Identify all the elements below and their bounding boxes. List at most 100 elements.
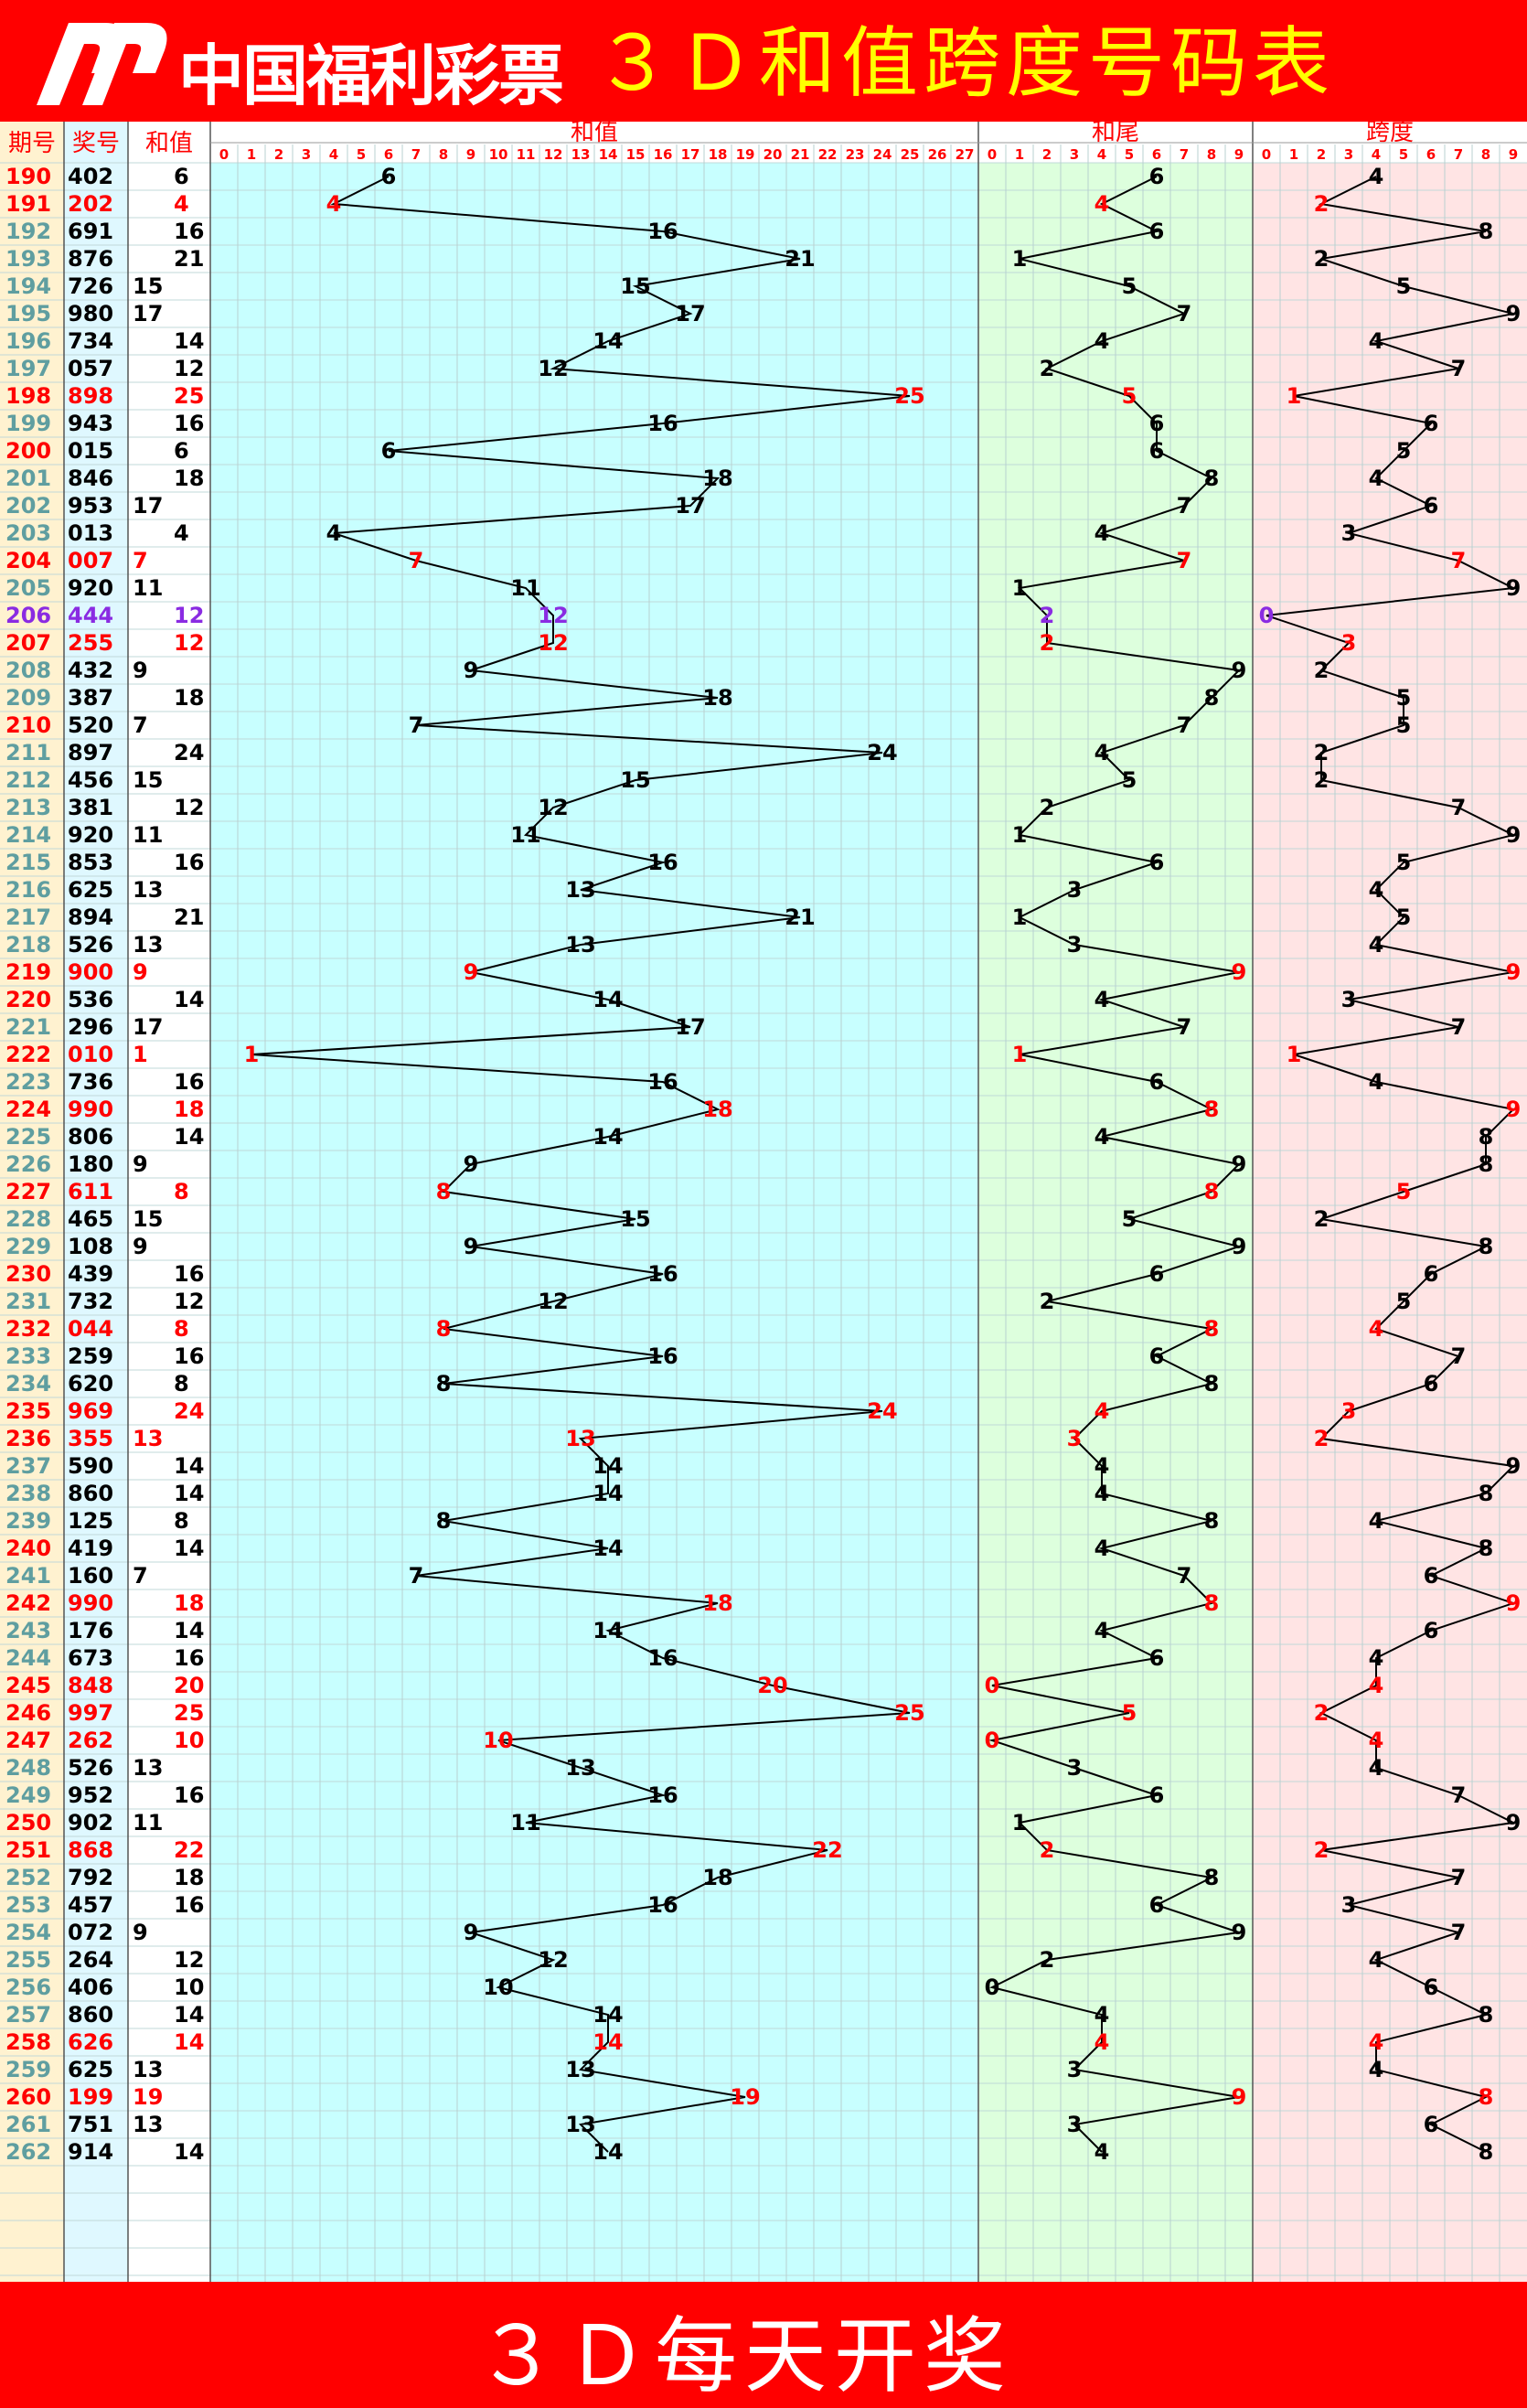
issue-cell: 232 — [5, 1316, 51, 1342]
number-cell: 894 — [68, 904, 113, 930]
tail-point: 6 — [1149, 1343, 1165, 1369]
sum-point: 16 — [647, 1782, 678, 1808]
issue-cell: 197 — [5, 356, 51, 381]
tail-point: 7 — [1177, 301, 1192, 326]
span-point: 0 — [1259, 603, 1275, 628]
tail-point: 2 — [1040, 630, 1055, 656]
sum-point: 9 — [464, 1920, 479, 1945]
span-point: 1 — [1287, 1042, 1302, 1067]
sum-cell: 22 — [174, 1837, 204, 1863]
tick-label-2: 5 — [1399, 146, 1408, 163]
sum-cell: 16 — [174, 219, 204, 244]
sum-point: 14 — [593, 328, 623, 354]
tail-point: 4 — [1095, 2029, 1110, 2055]
tail-point: 5 — [1122, 383, 1137, 409]
issue-cell: 193 — [5, 246, 51, 272]
sum-point: 16 — [647, 1261, 678, 1287]
sum-cell: 16 — [174, 1069, 204, 1095]
sum-point: 24 — [867, 740, 897, 765]
tick-label-0: 18 — [709, 146, 728, 163]
issue-cell: 262 — [5, 2139, 51, 2165]
issue-cell: 210 — [5, 712, 51, 738]
tail-point: 4 — [1095, 1481, 1110, 1506]
sum-cell: 4 — [174, 520, 189, 546]
number-cell: 057 — [68, 356, 113, 381]
sum-cell: 9 — [133, 1234, 148, 1259]
issue-cell: 219 — [5, 959, 51, 985]
issue-cell: 216 — [5, 877, 51, 903]
issue-cell: 260 — [5, 2084, 51, 2110]
span-point: 8 — [1479, 1124, 1494, 1150]
sum-cell: 14 — [174, 1618, 204, 1643]
sum-cell: 7 — [133, 548, 148, 573]
span-point: 4 — [1369, 328, 1384, 354]
number-cell: 611 — [68, 1179, 113, 1204]
issue-cell: 238 — [5, 1481, 51, 1506]
span-point: 9 — [1506, 301, 1522, 326]
span-point: 9 — [1506, 959, 1522, 985]
tail-point: 5 — [1122, 1700, 1137, 1726]
tick-label-0: 12 — [544, 146, 563, 163]
sum-point: 12 — [538, 1289, 568, 1314]
issue-cell: 218 — [5, 932, 51, 958]
span-point: 2 — [1314, 246, 1329, 272]
sum-point: 19 — [730, 2084, 760, 2110]
lottery-logo-icon — [37, 23, 167, 105]
sum-cell: 14 — [174, 1536, 204, 1561]
tick-label-0: 20 — [764, 146, 783, 163]
issue-cell: 205 — [5, 575, 51, 601]
number-cell: 952 — [68, 1782, 113, 1808]
number-cell: 625 — [68, 2057, 113, 2082]
issue-cell: 241 — [5, 1563, 51, 1589]
tail-point: 3 — [1067, 2112, 1083, 2137]
tick-label-0: 17 — [681, 146, 700, 163]
tail-point: 3 — [1067, 877, 1083, 903]
tick-label-2: 6 — [1426, 146, 1436, 163]
sum-point: 16 — [647, 411, 678, 436]
issue-cell: 214 — [5, 822, 51, 848]
span-point: 7 — [1451, 795, 1467, 820]
number-cell: 868 — [68, 1837, 113, 1863]
tail-point: 0 — [985, 1728, 1000, 1753]
number-cell: 013 — [68, 520, 113, 546]
number-cell: 044 — [68, 1316, 113, 1342]
tail-point: 5 — [1122, 1206, 1137, 1232]
tail-point: 2 — [1040, 356, 1055, 381]
sum-point: 1 — [244, 1042, 260, 1067]
tail-point: 8 — [1204, 1316, 1220, 1342]
issue-cell: 195 — [5, 301, 51, 326]
span-point: 4 — [1369, 2029, 1384, 2055]
sum-point: 15 — [620, 273, 650, 299]
sum-point: 14 — [593, 1536, 623, 1561]
tail-point: 4 — [1095, 1618, 1110, 1643]
number-cell: 846 — [68, 466, 113, 491]
tick-label-1: 1 — [1015, 146, 1024, 163]
sum-cell: 12 — [174, 356, 204, 381]
issue-cell: 223 — [5, 1069, 51, 1095]
issue-cell: 243 — [5, 1618, 51, 1643]
number-cell: 590 — [68, 1453, 113, 1479]
issue-cell: 240 — [5, 1536, 51, 1561]
number-cell: 199 — [68, 2084, 113, 2110]
sum-cell: 24 — [174, 1398, 204, 1424]
issue-cell: 229 — [5, 1234, 51, 1259]
sum-cell: 18 — [174, 1865, 204, 1890]
tail-point: 4 — [1095, 1398, 1110, 1424]
sum-point: 20 — [757, 1673, 787, 1698]
tail-point: 2 — [1040, 1837, 1055, 1863]
span-point: 9 — [1506, 1453, 1522, 1479]
span-point: 3 — [1341, 630, 1357, 656]
tick-label-0: 7 — [411, 146, 421, 163]
sum-point: 8 — [436, 1179, 452, 1204]
sum-point: 14 — [593, 2139, 623, 2165]
issue-cell: 233 — [5, 1343, 51, 1369]
tick-label-1: 2 — [1042, 146, 1052, 163]
sum-point: 17 — [675, 301, 705, 326]
span-point: 5 — [1396, 850, 1412, 875]
number-cell: 520 — [68, 712, 113, 738]
tick-label-0: 23 — [846, 146, 865, 163]
span-point: 8 — [1479, 1481, 1494, 1506]
issue-cell: 231 — [5, 1289, 51, 1314]
tail-point: 9 — [1232, 2084, 1247, 2110]
issue-cell: 196 — [5, 328, 51, 354]
